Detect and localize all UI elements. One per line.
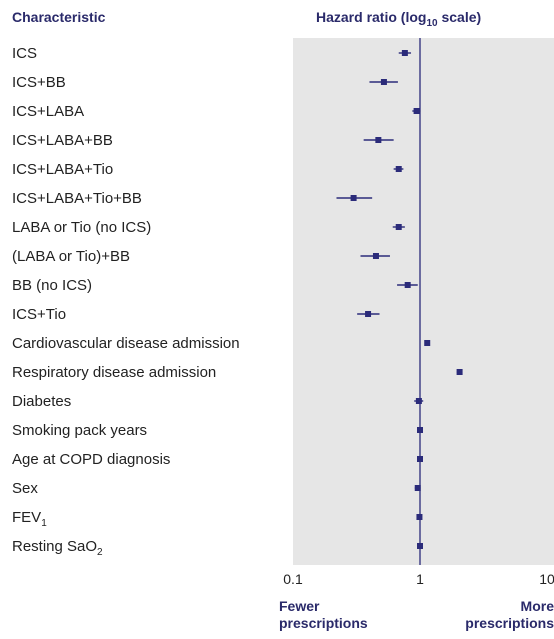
svg-text:Fewer: Fewer [279, 598, 320, 614]
x-tick-label: 0.1 [283, 571, 303, 587]
hazard-ratio-marker [417, 543, 423, 549]
svg-text:More: More [521, 598, 554, 614]
characteristic-header: Characteristic [12, 9, 106, 25]
row-label: LABA or Tio (no ICS) [12, 219, 151, 236]
svg-text:prescriptions: prescriptions [465, 615, 554, 631]
row-label: Sex [12, 480, 38, 497]
hazard-ratio-marker [375, 137, 382, 143]
row-label: Respiratory disease admission [12, 364, 216, 381]
hazard-ratio-marker [416, 514, 423, 520]
row-label: ICS [12, 45, 37, 62]
hazard-ratio-marker [372, 253, 379, 259]
hazard-ratio-marker [365, 311, 372, 317]
x-axis-ticks: 0.1 1 10 [283, 571, 554, 587]
hazard-ratio-marker [415, 398, 422, 404]
hazard-ratio-marker [395, 166, 402, 172]
row-label: ICS+BB [12, 74, 66, 91]
forest-rows: ICS ICS+BB ICS+LABA ICS+LABA+BB ICS+LABA+Tio… [12, 45, 463, 558]
row-label: FEV1 [12, 509, 47, 529]
row-label: BB (no ICS) [12, 277, 92, 294]
row-label: Resting SaO2 [12, 538, 103, 558]
hazard-ratio-marker [417, 427, 423, 433]
row-label: ICS+Tio [12, 306, 66, 323]
hazard-ratio-marker [456, 369, 463, 375]
row-label: Diabetes [12, 393, 71, 410]
hazard-ratio-header: Hazard ratio (log10 scale) [316, 9, 481, 29]
plot-panel [293, 38, 554, 565]
hazard-ratio-marker [350, 195, 357, 201]
row-label: Smoking pack years [12, 422, 147, 439]
x-tick-label: 10 [539, 571, 554, 587]
hazard-ratio-marker [404, 282, 411, 288]
row-label: ICS+LABA+Tio+BB [12, 190, 142, 207]
row-label: ICS+LABA+BB [12, 132, 113, 149]
x-tick-label: 1 [416, 571, 424, 587]
hazard-ratio-marker [413, 108, 420, 114]
hazard-ratio-marker [417, 456, 423, 462]
hazard-ratio-marker [424, 340, 431, 346]
hazard-ratio-marker [414, 485, 421, 491]
svg-text:prescriptions: prescriptions [279, 615, 368, 631]
row-label: ICS+LABA+Tio [12, 161, 113, 178]
footer-more: More prescriptions [465, 598, 554, 631]
hazard-ratio-marker [380, 79, 387, 85]
hazard-ratio-marker [401, 50, 408, 56]
hazard-ratio-marker [395, 224, 402, 230]
row-label: (LABA or Tio)+BB [12, 248, 130, 265]
footer-fewer: Fewer prescriptions [279, 598, 368, 631]
row-label: ICS+LABA [12, 103, 84, 120]
row-label: Cardiovascular disease admission [12, 335, 240, 352]
row-label: Age at COPD diagnosis [12, 451, 170, 468]
